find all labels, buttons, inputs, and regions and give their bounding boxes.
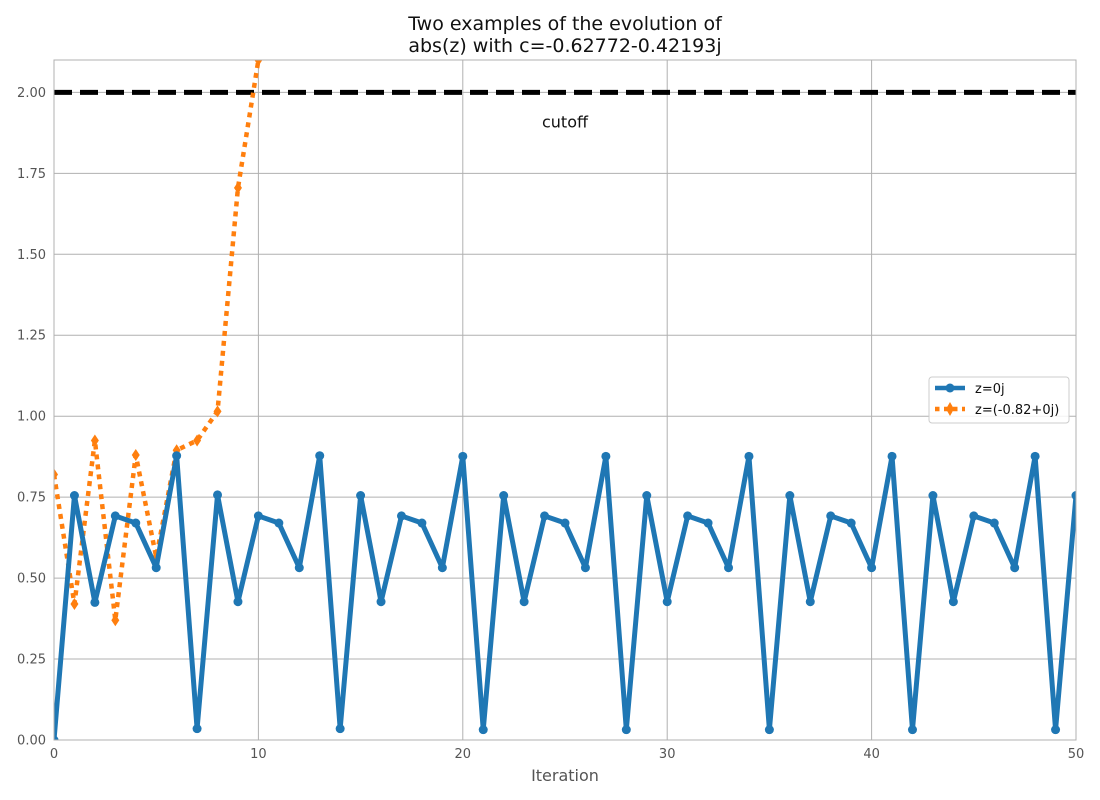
data-point-z0 [172, 451, 182, 461]
data-point-z0 [396, 511, 406, 521]
chart-title-line-1: Two examples of the evolution of [407, 13, 723, 35]
data-point-z0 [540, 511, 550, 521]
data-point-z0 [192, 724, 202, 734]
data-point-z0 [580, 563, 590, 573]
x-tick-label: 20 [455, 747, 472, 762]
data-point-z0 [213, 490, 223, 500]
data-point-zneg [54, 468, 58, 481]
x-tick-label: 30 [659, 747, 676, 762]
data-point-zneg [213, 405, 222, 418]
data-point-z0 [744, 451, 754, 461]
data-point-z0 [764, 725, 774, 735]
data-point-z0 [887, 451, 897, 461]
y-tick-label: 0.50 [17, 572, 46, 587]
data-point-z0 [478, 725, 488, 735]
data-point-zneg [70, 598, 79, 610]
data-point-z0 [274, 518, 284, 528]
data-point-z0 [662, 597, 672, 607]
legend-label-z0: z=0j [975, 382, 1005, 397]
y-tick-label: 1.75 [17, 167, 46, 182]
data-point-z0 [233, 597, 243, 607]
data-point-z0 [1071, 491, 1076, 501]
x-tick-label: 40 [863, 747, 880, 762]
data-point-z0 [621, 725, 631, 735]
data-point-z0 [90, 597, 100, 607]
x-axis-label: Iteration [531, 766, 599, 785]
data-point-z0 [805, 597, 815, 607]
data-point-z0 [642, 491, 652, 501]
legend-marker-z0 [945, 383, 955, 393]
data-point-z0 [928, 491, 938, 501]
data-point-z0 [948, 597, 958, 607]
series-line-1 [54, 60, 261, 623]
data-point-z0 [724, 563, 734, 573]
y-tick-label: 1.00 [17, 410, 46, 425]
legend: z=0j z=(-0.82+0j) [928, 376, 1070, 424]
y-tick-label: 1.50 [17, 248, 46, 263]
data-point-z0 [54, 735, 59, 740]
y-tick-label: 0.75 [17, 491, 46, 506]
data-point-z0 [1030, 451, 1040, 461]
data-point-zneg [111, 614, 120, 627]
data-point-z0 [907, 725, 917, 735]
series-layer [54, 60, 1076, 740]
data-point-z0 [1051, 725, 1061, 735]
chart-title-line-2: abs(z) with c=-0.62772-0.42193j [408, 35, 721, 57]
data-point-zneg [254, 60, 263, 66]
ticks: 0 10 20 30 40 50 0.00 0.25 0.50 0.75 1.00 1.25 1.50 1… [17, 86, 1084, 762]
legend-marker-zneg [946, 402, 954, 416]
legend-label-zneg: z=(-0.82+0j) [975, 403, 1059, 418]
data-point-zneg [193, 434, 202, 447]
data-point-zneg [90, 434, 99, 447]
data-point-z0 [294, 563, 304, 573]
data-point-z0 [315, 451, 325, 461]
data-point-z0 [969, 511, 979, 521]
data-point-z0 [131, 518, 141, 528]
data-point-z0 [335, 724, 345, 734]
data-point-z0 [703, 518, 713, 528]
y-tick-label: 1.25 [17, 329, 46, 344]
data-point-z0 [151, 563, 161, 573]
data-point-z0 [601, 451, 611, 461]
data-point-z0 [683, 511, 693, 521]
x-tick-label: 0 [50, 747, 58, 762]
data-point-z0 [253, 511, 263, 521]
data-point-z0 [499, 491, 509, 501]
data-point-z0 [785, 491, 795, 501]
data-point-z0 [417, 518, 427, 528]
data-point-z0 [376, 597, 386, 607]
data-point-zneg [233, 181, 242, 194]
y-tick-label: 0.00 [17, 734, 46, 749]
x-tick-label: 50 [1068, 747, 1085, 762]
data-point-z0 [846, 518, 856, 528]
data-point-z0 [110, 511, 120, 521]
data-point-z0 [1010, 563, 1020, 573]
y-tick-label: 0.25 [17, 653, 46, 668]
x-tick-label: 10 [250, 747, 267, 762]
data-point-z0 [826, 511, 836, 521]
data-point-z0 [437, 563, 447, 573]
data-point-z0 [519, 597, 529, 607]
data-point-z0 [69, 491, 79, 501]
data-point-z0 [867, 563, 877, 573]
data-point-z0 [458, 451, 468, 461]
data-point-zneg [131, 449, 140, 462]
data-point-z0 [560, 518, 570, 528]
plot-frame [53, 59, 1077, 741]
data-point-z0 [989, 518, 999, 528]
cutoff-label: cutoff [542, 113, 589, 132]
y-tick-label: 2.00 [17, 86, 46, 101]
data-point-z0 [356, 491, 366, 501]
